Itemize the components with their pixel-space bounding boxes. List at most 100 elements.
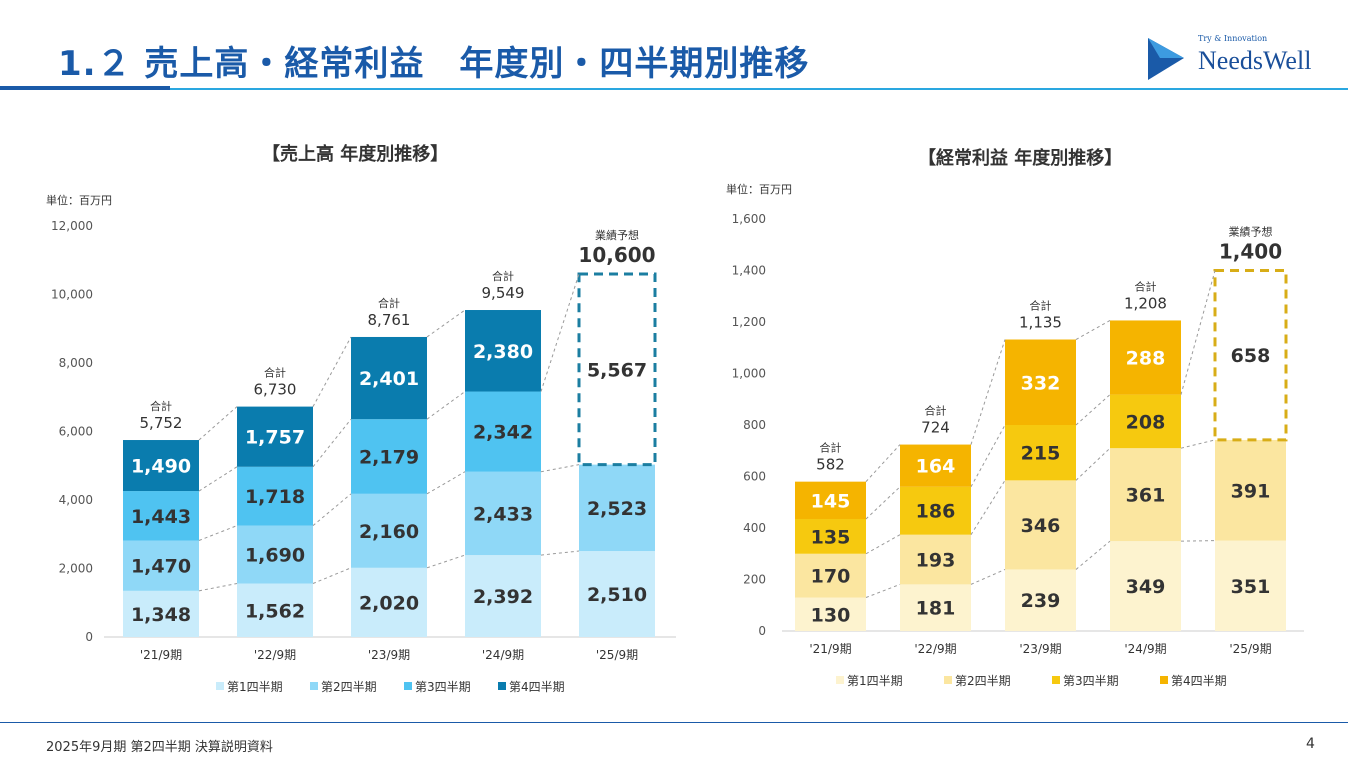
y-tick-label: 4,000 [59, 493, 93, 507]
profit-chart-title: 【経常利益 年度別推移】 [918, 148, 1123, 169]
bar-value-label: 2,380 [473, 341, 533, 363]
total-caption: 合計 [925, 404, 947, 418]
logo-name: NeedsWell [1198, 46, 1312, 75]
y-tick-label: 12,000 [51, 219, 93, 233]
bar-segment [1005, 425, 1076, 481]
connector-line [970, 339, 1006, 445]
connector-line [312, 336, 352, 407]
y-tick-label: 200 [743, 573, 766, 587]
forecast-total: 10,600 [578, 243, 655, 267]
profit-chart: 単位：百万円 0 200 400 600 800 1,000 1,200 1,400 1,600 1… [726, 182, 1304, 688]
bar-segment [579, 551, 655, 637]
legend-swatch [944, 676, 952, 684]
forecast-remainder-label: 5,567 [587, 359, 647, 381]
x-tick-label: '21/9期 [809, 642, 851, 656]
bar-segment [1110, 541, 1181, 631]
bar-segment [1110, 320, 1181, 395]
connector-line [1075, 394, 1111, 426]
bar-value-label: 181 [916, 598, 956, 620]
bar-value-label: 145 [811, 490, 851, 512]
connector-line [1180, 270, 1216, 395]
bar-value-label: 170 [811, 566, 851, 588]
legend-label: 第4四半期 [509, 680, 565, 694]
bar-value-label: 186 [916, 501, 956, 523]
legend-swatch [310, 682, 318, 690]
total-caption: 合計 [264, 366, 286, 380]
total-value: 8,761 [368, 311, 411, 329]
bar-value-label: 391 [1231, 480, 1271, 502]
y-tick-label: 1,600 [732, 212, 766, 226]
connector-line [540, 550, 580, 556]
forecast-box [577, 272, 657, 467]
bar-segment [795, 597, 866, 631]
x-tick-label: '23/9期 [368, 648, 410, 662]
bar-value-label: 361 [1126, 485, 1166, 507]
x-tick-label: '24/9期 [482, 648, 524, 662]
bar-value-label: 239 [1021, 590, 1061, 612]
x-tick-label: '21/9期 [140, 648, 182, 662]
total-value: 5,752 [140, 414, 183, 432]
connector-line [198, 466, 238, 492]
bar-segment [900, 534, 971, 585]
y-tick-label: 8,000 [59, 356, 93, 370]
bar-segment [579, 464, 655, 552]
y-tick-label: 2,000 [59, 562, 93, 576]
bar-segment [351, 567, 427, 637]
connector-line [865, 444, 901, 482]
bar-value-label: 1,718 [245, 486, 305, 508]
company-logo: Try & Innovation NeedsWell [1148, 34, 1328, 82]
bar-value-label: 135 [811, 526, 851, 548]
page-title: 1.２ 売上高・経常利益 年度別・四半期別推移 [58, 44, 810, 84]
total-caption: 合計 [1135, 279, 1157, 293]
connector-line [426, 391, 466, 420]
y-tick-label: 1,000 [732, 367, 766, 381]
bar-segment [900, 584, 971, 631]
bar-segment [237, 466, 313, 526]
connector-line [970, 424, 1006, 488]
forecast-box [1213, 269, 1288, 442]
total-value: 1,208 [1124, 294, 1167, 312]
bar-value-label: 1,562 [245, 600, 305, 622]
y-tick-label: 6,000 [59, 425, 93, 439]
legend-label: 第2四半期 [955, 674, 1011, 688]
connector-line [312, 567, 352, 584]
bar-value-label: 2,392 [473, 586, 533, 608]
bar-value-label: 1,757 [245, 427, 305, 449]
bar-value-label: 215 [1021, 443, 1061, 465]
y-tick-label: 600 [743, 470, 766, 484]
unit-label: 単位：百万円 [726, 182, 792, 196]
legend-swatch [216, 682, 224, 690]
bar-segment [795, 553, 866, 598]
bar-value-label: 1,690 [245, 545, 305, 567]
connector-line [1180, 439, 1216, 449]
total-caption: 合計 [1030, 299, 1052, 313]
bar-value-label: 1,470 [131, 556, 191, 578]
bar-segment [123, 440, 199, 492]
bar-value-label: 1,443 [131, 506, 191, 528]
y-tick-label: 1,400 [732, 264, 766, 278]
bar-segment [795, 518, 866, 554]
bar-segment [1110, 394, 1181, 449]
legend-swatch [498, 682, 506, 690]
bar-segment [795, 481, 866, 519]
title-rule-light [170, 88, 1348, 90]
total-caption: 合計 [492, 269, 514, 283]
bar-segment [237, 583, 313, 637]
title-rule-dark [0, 86, 170, 90]
bar-segment [1005, 480, 1076, 570]
bar-segment [900, 444, 971, 487]
connector-line [540, 273, 580, 392]
bar-value-label: 288 [1126, 348, 1166, 370]
bar-value-label: 346 [1021, 515, 1061, 537]
forecast-remainder-label: 658 [1231, 345, 1271, 367]
bar-value-label: 130 [811, 604, 851, 626]
bar-segment [123, 540, 199, 591]
logo-mark-icon [1148, 38, 1184, 80]
bar-value-label: 193 [916, 550, 956, 572]
x-tick-label: '25/9期 [596, 648, 638, 662]
y-tick-label: 1,200 [732, 315, 766, 329]
bar-segment [351, 336, 427, 420]
total-value: 582 [816, 456, 845, 474]
bar-value-label: 2,433 [473, 503, 533, 525]
bar-value-label: 2,510 [587, 584, 647, 606]
